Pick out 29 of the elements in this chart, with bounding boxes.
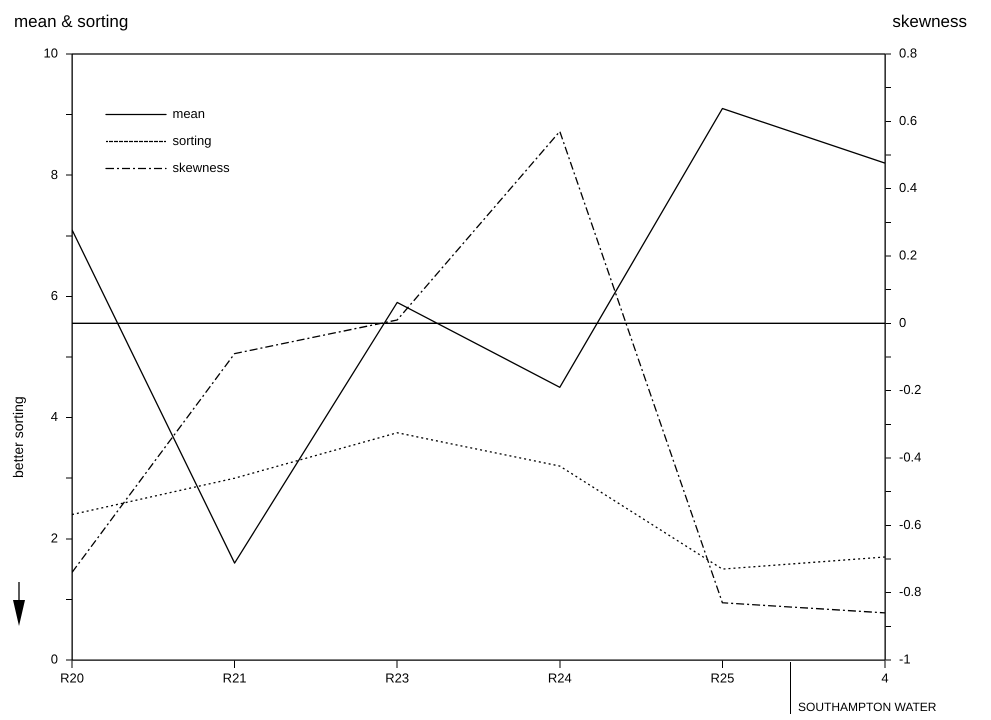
y2-tick-label: -1: [899, 652, 911, 667]
y-axis-title: mean & sorting: [14, 12, 128, 32]
y2-tick-label: -0.8: [899, 584, 922, 600]
x-tick-label: R20: [60, 670, 84, 686]
y2-axis-title: skewness: [892, 12, 967, 32]
y-tick-label: 2: [50, 530, 58, 546]
y2-tick-label: 0: [899, 314, 906, 330]
y-tick-label: 8: [50, 166, 58, 182]
legend-label: mean: [172, 106, 206, 122]
y2-tick-label: 0.8: [899, 46, 918, 61]
y-tick-label: 4: [50, 409, 58, 424]
y2-tick-label: -0.4: [899, 450, 922, 465]
x-tick-label: R25: [710, 670, 734, 686]
x-tick-label: R21: [222, 670, 247, 686]
y-tick-label: 6: [50, 288, 58, 303]
x-tick-label: R24: [548, 670, 572, 686]
y2-tick-label: -0.2: [899, 382, 922, 398]
y2-tick-label: -0.6: [899, 516, 922, 532]
x-tick-label: 4: [881, 670, 889, 686]
text: SOUTHAMPTON WATER: [798, 700, 936, 714]
y-tick-label: 10: [44, 46, 58, 61]
y2-tick-label: 0.6: [899, 112, 918, 128]
x-tick-label: R23: [385, 670, 410, 686]
y2-tick-label: 0.4: [899, 180, 918, 196]
legend-label: sorting: [172, 133, 212, 148]
legend-label: skewness: [172, 160, 230, 176]
y2-tick-label: 0.2: [899, 248, 918, 263]
y-tick-label: 0: [50, 652, 58, 667]
text: better sorting: [10, 396, 26, 478]
